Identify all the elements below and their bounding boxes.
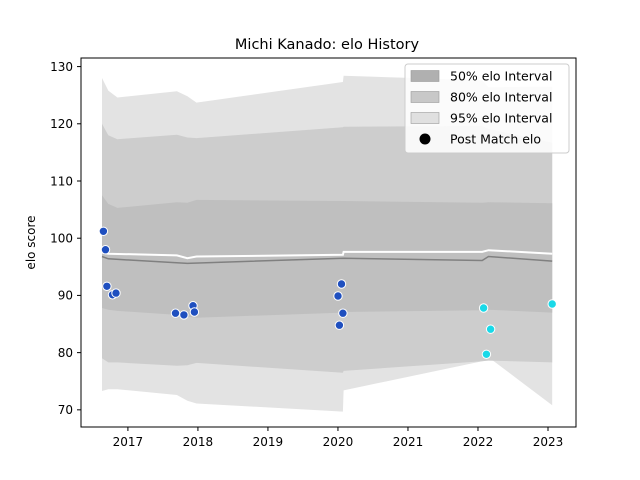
legend-marker xyxy=(419,133,431,145)
y-tick-label: 80 xyxy=(58,346,73,360)
x-tick-label: 2017 xyxy=(113,435,144,449)
post-match-point xyxy=(478,303,489,313)
y-tick-label: 130 xyxy=(50,60,73,74)
chart-title: Michi Kanado: elo History xyxy=(235,37,420,53)
legend-label: 50% elo Interval xyxy=(450,69,552,84)
post-match-point xyxy=(333,291,343,301)
y-tick-label: 70 xyxy=(58,403,73,417)
post-match-point xyxy=(98,226,109,237)
post-match-point xyxy=(334,320,345,330)
post-match-point xyxy=(100,245,111,255)
plot-frame xyxy=(80,57,577,428)
post-match-point xyxy=(179,310,189,320)
median-line xyxy=(101,249,553,260)
x-tick-label: 2021 xyxy=(393,435,424,449)
y-tick-label: 90 xyxy=(58,289,73,303)
x-tick-label: 2019 xyxy=(253,435,284,449)
post-match-point xyxy=(481,349,492,359)
y-tick-label: 110 xyxy=(50,174,73,188)
legend-label: Post Match elo xyxy=(450,132,541,147)
x-tick-label: 2022 xyxy=(463,435,494,449)
x-tick-label: 2020 xyxy=(323,435,354,449)
series-lines xyxy=(101,249,553,265)
y-axis-label: elo score xyxy=(24,215,38,269)
post-match-point xyxy=(547,299,557,309)
y-axis: 70 80 90 100 110 120 130 xyxy=(50,60,81,417)
post-match-points xyxy=(98,226,557,359)
post-match-point xyxy=(485,324,496,334)
legend-swatch xyxy=(410,91,440,103)
post-match-point xyxy=(338,308,348,318)
legend-label: 80% elo Interval xyxy=(450,90,552,105)
y-tick-label: 120 xyxy=(50,117,73,131)
y-tick-label: 100 xyxy=(50,232,73,246)
plot-area xyxy=(98,75,557,412)
post-match-point xyxy=(102,281,112,291)
post-match-point xyxy=(111,288,121,298)
legend-swatch xyxy=(410,112,440,124)
post-match-point xyxy=(189,307,200,317)
x-axis: 2017 2018 2019 2020 2021 2022 2023 xyxy=(113,427,564,449)
post-match-point xyxy=(336,279,347,289)
x-tick-label: 2023 xyxy=(533,435,564,449)
mean-line xyxy=(101,255,553,265)
legend: 50% elo Interval 80% elo Interval 95% elo … xyxy=(404,63,570,154)
x-tick-label: 2018 xyxy=(183,435,214,449)
legend-label: 95% elo Interval xyxy=(450,111,552,126)
legend-swatch xyxy=(410,70,440,82)
post-match-point xyxy=(170,308,181,318)
interval-bands xyxy=(102,75,553,412)
legend-box xyxy=(404,63,570,154)
band-50-area xyxy=(102,195,553,318)
